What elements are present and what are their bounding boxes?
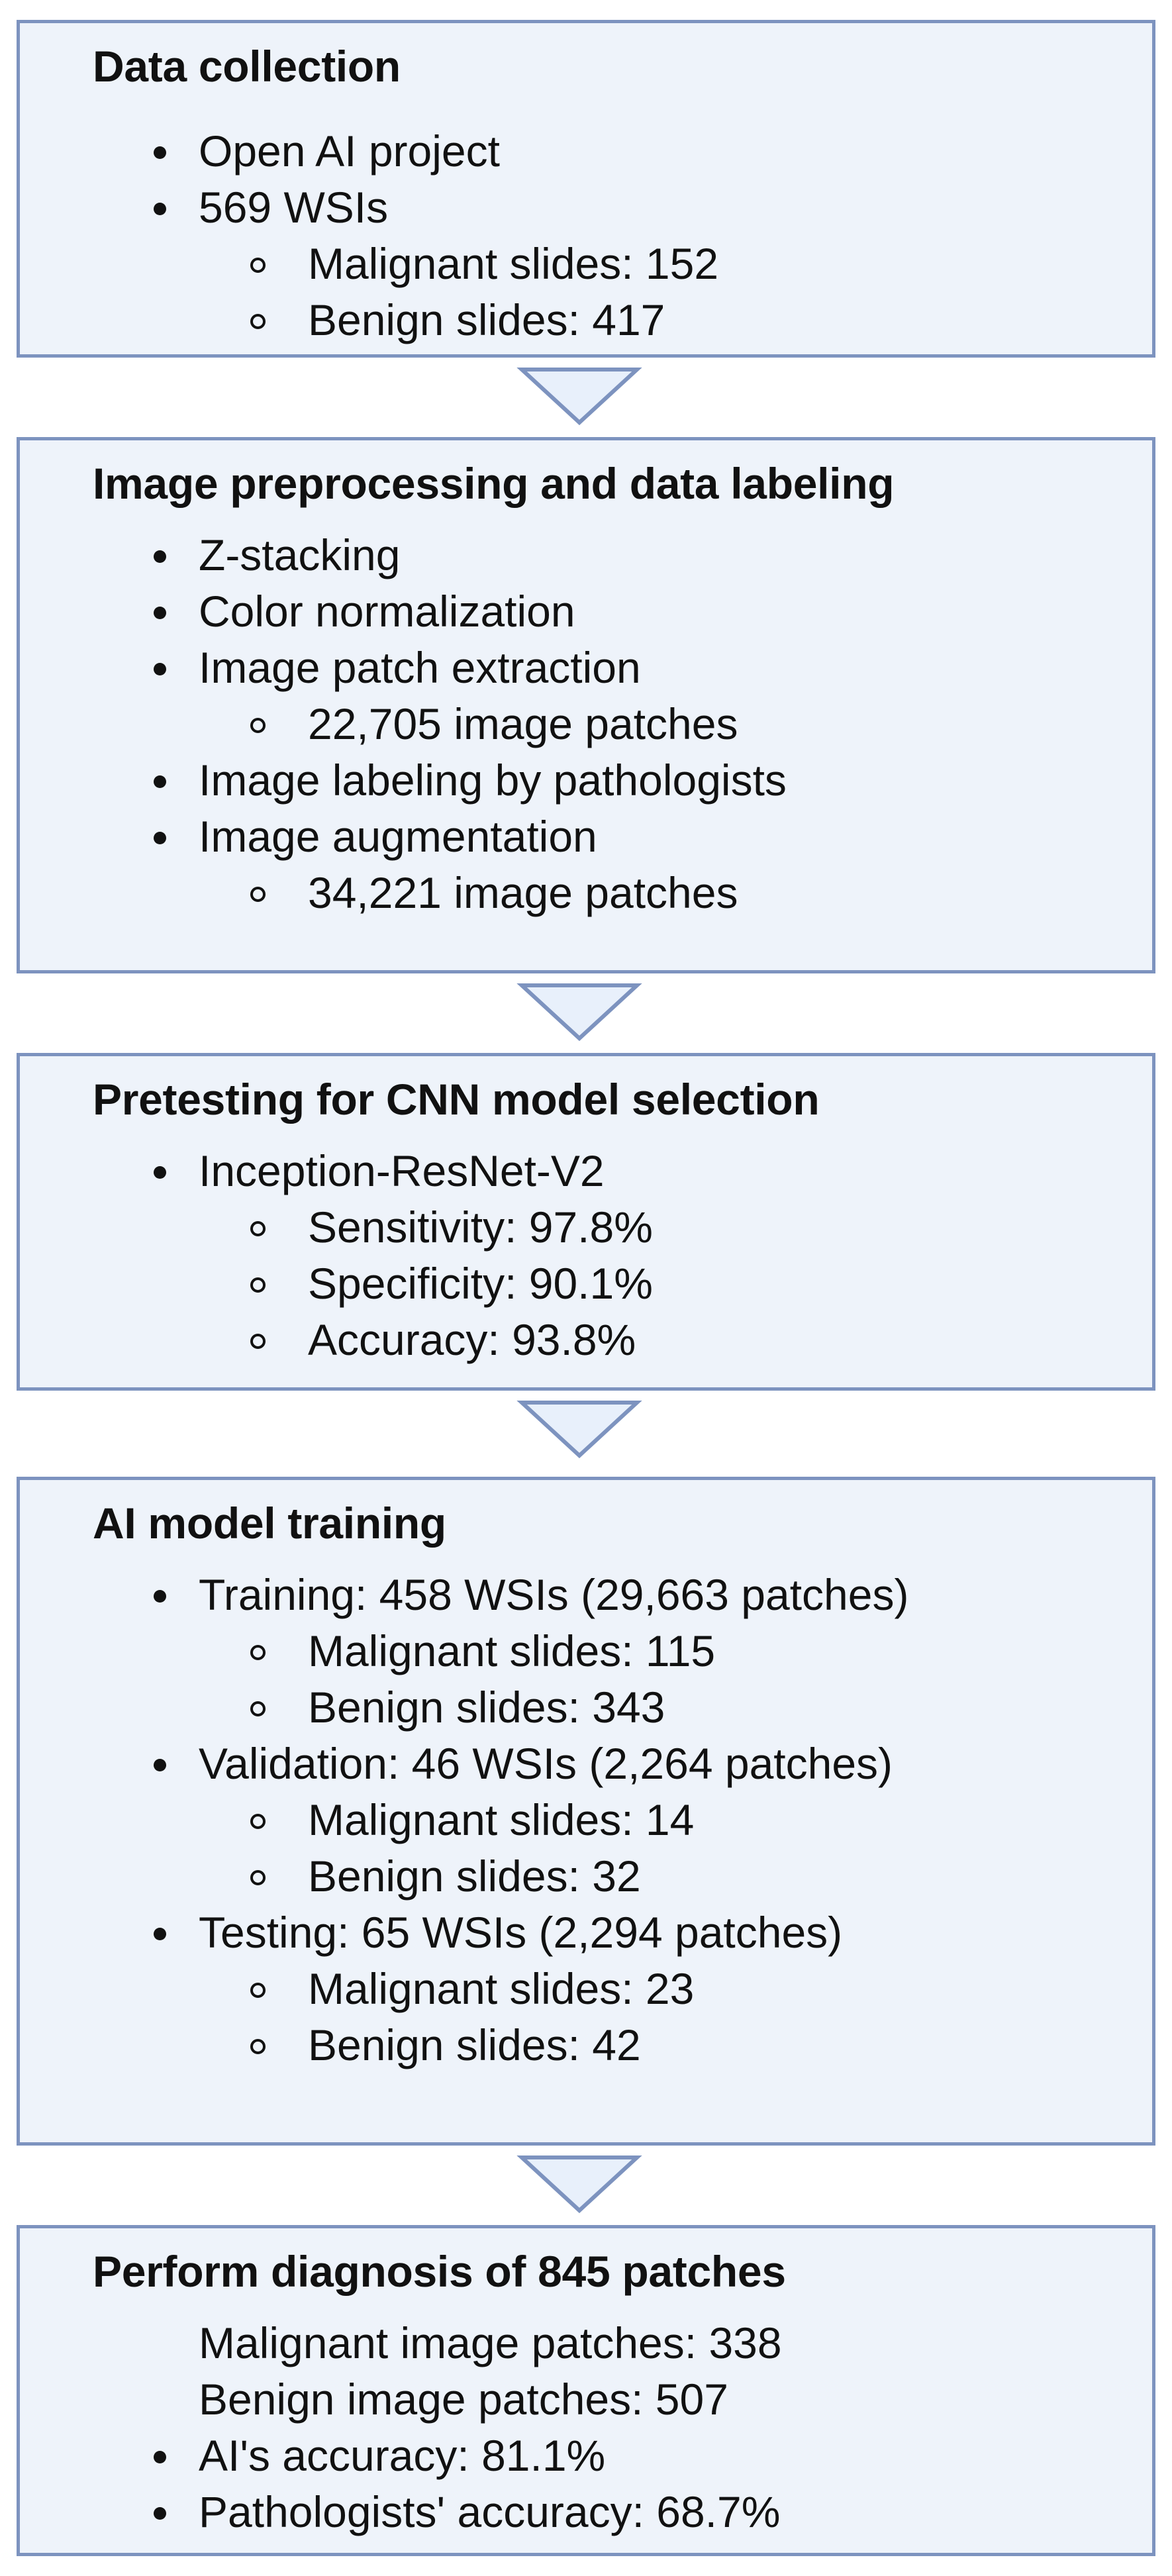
- step-box-diagnosis: Perform diagnosis of 845 patches Malignan…: [17, 2225, 1155, 2556]
- step-box-image-preprocessing: Image preprocessing and data labeling Z-s…: [17, 437, 1155, 973]
- sub-bullet-item: 22,705 image patches: [250, 699, 738, 748]
- sub-bullet-item: Specificity: 90.1%: [250, 1259, 653, 1308]
- bullet-item: Image labeling by pathologists: [154, 756, 787, 805]
- bullet-item: Inception-ResNet-V2: [154, 1146, 605, 1195]
- plain-item: Benign image patches: 507: [199, 2375, 728, 2424]
- step-title: Pretesting for CNN model selection: [93, 1075, 820, 1124]
- bullet-item: Pathologists' accuracy: 68.7%: [153, 2487, 781, 2536]
- bullet-item: Image patch extraction: [154, 643, 641, 692]
- sub-bullet-item: Malignant slides: 115: [250, 1626, 716, 1675]
- sub-bullet-item: Malignant slides: 152: [250, 239, 719, 288]
- step-title: AI model training: [93, 1499, 446, 1548]
- sub-bullet-item: Benign slides: 417: [250, 295, 665, 344]
- plain-item: Malignant image patches: 338: [199, 2318, 782, 2367]
- bullet-item: Z-stacking: [153, 530, 401, 579]
- bullet-item: Training: 458 WSIs (29,663 patches): [153, 1570, 909, 1619]
- sub-bullet-item: Sensitivity: 97.8%: [250, 1203, 653, 1252]
- sub-bullet-item: Malignant slides: 23: [250, 1964, 695, 2013]
- flow-arrow-down-icon: [516, 368, 642, 426]
- sub-bullet-item: Malignant slides: 14: [250, 1795, 695, 1844]
- bullet-item: Testing: 65 WSIs (2,294 patches): [153, 1908, 843, 1957]
- sub-bullet-item: Accuracy: 93.8%: [250, 1315, 636, 1364]
- sub-bullet-item: 34,221 image patches: [250, 868, 738, 917]
- bullet-item: Color normalization: [154, 587, 575, 636]
- step-box-ai-model-training: AI model training Training: 458 WSIs (29,…: [17, 1477, 1155, 2146]
- sub-bullet-item: Benign slides: 343: [250, 1683, 665, 1732]
- flow-arrow-down-icon: [516, 2155, 642, 2214]
- step-box-pretesting: Pretesting for CNN model selection Incept…: [17, 1053, 1155, 1391]
- step-title: Perform diagnosis of 845 patches: [93, 2247, 786, 2296]
- sub-bullet-item: Benign slides: 32: [250, 1852, 641, 1901]
- step-title: Image preprocessing and data labeling: [93, 459, 895, 508]
- bullet-item: Open AI project: [154, 126, 500, 175]
- step-box-data-collection: Data collection Open AI project 569 WSIs Ma…: [17, 20, 1155, 358]
- step-title: Data collection: [93, 42, 401, 91]
- bullet-item: Image augmentation: [154, 812, 597, 861]
- flow-arrow-down-icon: [516, 983, 642, 1042]
- sub-bullet-item: Benign slides: 42: [250, 2020, 641, 2069]
- flow-arrow-down-icon: [516, 1401, 642, 1459]
- bullet-item: AI's accuracy: 81.1%: [153, 2431, 606, 2480]
- bullet-item: Validation: 46 WSIs (2,264 patches): [153, 1739, 893, 1788]
- bullet-item: 569 WSIs: [153, 183, 389, 232]
